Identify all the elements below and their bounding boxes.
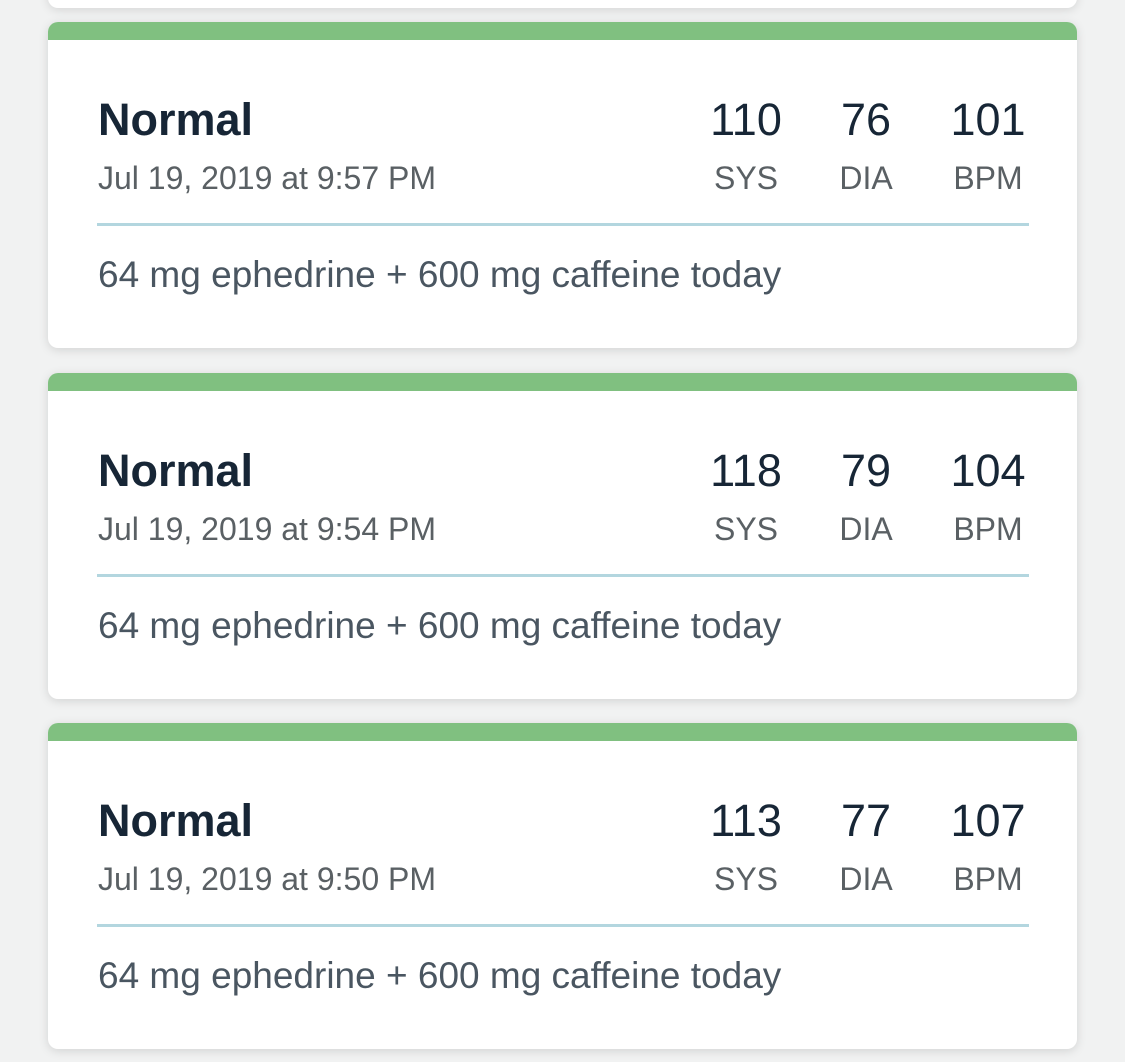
diastolic-value: 77 bbox=[840, 795, 892, 846]
reading-card[interactable]: Normal Jul 19, 2019 at 9:54 PM 118 SYS 7… bbox=[48, 373, 1077, 699]
reading-card[interactable]: Normal Jul 19, 2019 at 9:57 PM 110 SYS 7… bbox=[48, 22, 1077, 348]
pulse-label: BPM bbox=[953, 160, 1023, 196]
diastolic-label: DIA bbox=[839, 160, 893, 196]
diastolic-value: 79 bbox=[840, 445, 892, 496]
divider bbox=[97, 574, 1029, 577]
systolic-label: SYS bbox=[713, 160, 779, 196]
pulse-value: 104 bbox=[950, 445, 1026, 496]
systolic-value: 110 bbox=[710, 94, 782, 145]
pulse-label: BPM bbox=[953, 861, 1023, 897]
status-color-bar bbox=[48, 373, 1077, 391]
status-label: Normal bbox=[98, 445, 254, 496]
systolic-value: 113 bbox=[710, 795, 782, 846]
divider bbox=[97, 924, 1029, 927]
diastolic-label: DIA bbox=[839, 861, 893, 897]
systolic-label: SYS bbox=[713, 861, 779, 897]
reading-note: 64 mg ephedrine + 600 mg caffeine today bbox=[98, 955, 782, 996]
diastolic-label: DIA bbox=[839, 511, 893, 547]
previous-reading-card[interactable] bbox=[48, 0, 1077, 8]
pulse-label: BPM bbox=[953, 511, 1023, 547]
status-color-bar bbox=[48, 723, 1077, 741]
status-label: Normal bbox=[98, 94, 254, 145]
reading-note: 64 mg ephedrine + 600 mg caffeine today bbox=[98, 254, 782, 295]
status-color-bar bbox=[48, 22, 1077, 40]
systolic-value: 118 bbox=[710, 445, 782, 496]
reading-note: 64 mg ephedrine + 600 mg caffeine today bbox=[98, 605, 782, 646]
reading-date: Jul 19, 2019 at 9:50 PM bbox=[98, 861, 436, 897]
status-label: Normal bbox=[98, 795, 254, 846]
diastolic-value: 76 bbox=[840, 94, 892, 145]
pulse-value: 107 bbox=[950, 795, 1026, 846]
pulse-value: 101 bbox=[950, 94, 1026, 145]
systolic-label: SYS bbox=[713, 511, 779, 547]
reading-date: Jul 19, 2019 at 9:54 PM bbox=[98, 511, 436, 547]
divider bbox=[97, 223, 1029, 226]
reading-date: Jul 19, 2019 at 9:57 PM bbox=[98, 160, 436, 196]
reading-card[interactable]: Normal Jul 19, 2019 at 9:50 PM 113 SYS 7… bbox=[48, 723, 1077, 1049]
